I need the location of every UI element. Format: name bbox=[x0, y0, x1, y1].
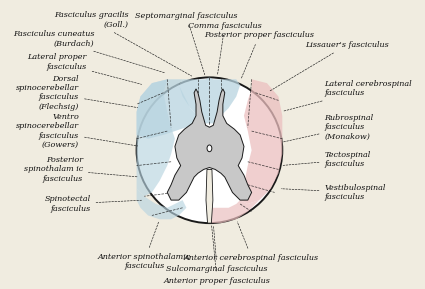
Text: Fasciculus cuneatus
(Burdach): Fasciculus cuneatus (Burdach) bbox=[13, 30, 164, 73]
Ellipse shape bbox=[136, 77, 282, 223]
Text: Vestibulospinal
fasciculus: Vestibulospinal fasciculus bbox=[281, 184, 386, 201]
Polygon shape bbox=[167, 89, 252, 200]
Polygon shape bbox=[206, 169, 213, 223]
Text: Lateral cerebrospinal
fasciculus: Lateral cerebrospinal fasciculus bbox=[283, 80, 412, 111]
Polygon shape bbox=[136, 79, 175, 196]
Polygon shape bbox=[136, 79, 206, 139]
Polygon shape bbox=[179, 77, 240, 123]
Text: Rubrospinal
fasciculus
(Monakow): Rubrospinal fasciculus (Monakow) bbox=[283, 114, 374, 142]
Text: Anterior cerebrospinal fasciculus: Anterior cerebrospinal fasciculus bbox=[184, 222, 319, 262]
Text: Septomarginal fasciculus: Septomarginal fasciculus bbox=[135, 12, 238, 75]
Text: Ventro
spinocerebellar
fasciculus
(Gowers): Ventro spinocerebellar fasciculus (Gower… bbox=[16, 113, 138, 149]
Text: Posterior proper fasciculus: Posterior proper fasciculus bbox=[204, 31, 314, 79]
Text: Anterior proper fasciculus: Anterior proper fasciculus bbox=[164, 226, 271, 285]
Text: Lissauer's fasciculus: Lissauer's fasciculus bbox=[269, 41, 389, 91]
Text: Anterior spinothalamic
fasciculus: Anterior spinothalamic fasciculus bbox=[98, 222, 191, 270]
Text: Lateral proper
fasciculus: Lateral proper fasciculus bbox=[27, 53, 142, 84]
Text: Sulcomarginal fasciculus: Sulcomarginal fasciculus bbox=[166, 226, 268, 273]
Text: Posterior
spinothalam ic
fasciculus: Posterior spinothalam ic fasciculus bbox=[24, 156, 138, 183]
Polygon shape bbox=[240, 79, 282, 204]
Polygon shape bbox=[136, 189, 187, 219]
Text: Dorsal
spinocerebellar
fasciculus
(Flechsig): Dorsal spinocerebellar fasciculus (Flech… bbox=[16, 75, 138, 110]
Polygon shape bbox=[210, 200, 259, 223]
Text: Spinotectal
fasciculus: Spinotectal fasciculus bbox=[45, 195, 142, 212]
Text: Comma fasciculus: Comma fasciculus bbox=[188, 22, 262, 75]
Ellipse shape bbox=[207, 145, 212, 152]
Text: Tectospinal
fasciculus: Tectospinal fasciculus bbox=[283, 151, 371, 168]
Text: Fasciculus gracilis
(Goll.): Fasciculus gracilis (Goll.) bbox=[54, 11, 192, 76]
